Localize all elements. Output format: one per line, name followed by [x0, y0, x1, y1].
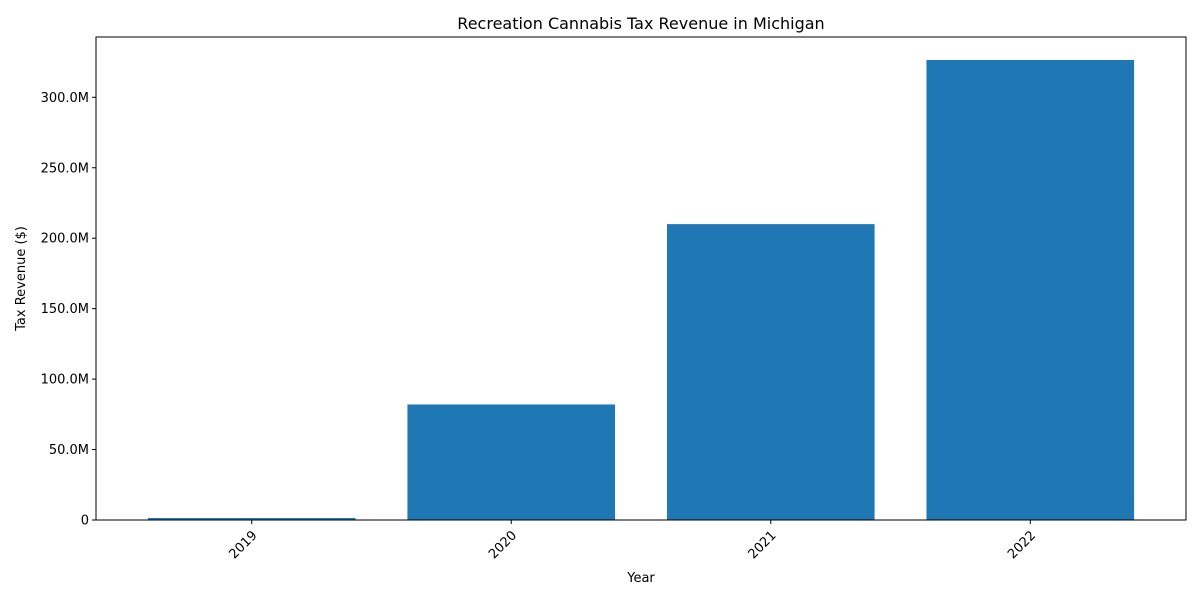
y-axis-label: Tax Revenue ($)	[14, 226, 29, 332]
y-axis: 0 50.0M 100.0M 150.0M 200.0M 250.0M 300.0M	[41, 91, 96, 529]
x-axis-label: Year	[626, 571, 655, 586]
bar-2022	[926, 59, 1135, 520]
y-tick-label-3: 150.0M	[41, 302, 89, 317]
y-tick-label-6: 300.0M	[41, 91, 89, 106]
x-tick-label-2022: 2022	[1005, 528, 1039, 562]
x-tick-label-2020: 2020	[486, 528, 520, 562]
plot-frame	[95, 36, 1187, 521]
chart-title: Recreation Cannabis Tax Revenue in Michi…	[457, 14, 824, 33]
y-tick-label-0: 0	[81, 514, 89, 529]
y-tick-label-5: 250.0M	[41, 161, 89, 176]
bar-2019	[147, 518, 356, 520]
bar-2021	[666, 224, 875, 520]
x-axis: 2019 2020 2021 2022	[227, 520, 1039, 562]
x-tick-label-2021: 2021	[746, 528, 780, 562]
y-tick-label-4: 200.0M	[41, 232, 89, 247]
bars-group	[147, 59, 1135, 520]
y-tick-label-1: 50.0M	[49, 443, 89, 458]
bar-2020	[407, 404, 616, 520]
y-tick-label-2: 100.0M	[41, 373, 89, 388]
x-tick-label-2019: 2019	[227, 528, 261, 562]
